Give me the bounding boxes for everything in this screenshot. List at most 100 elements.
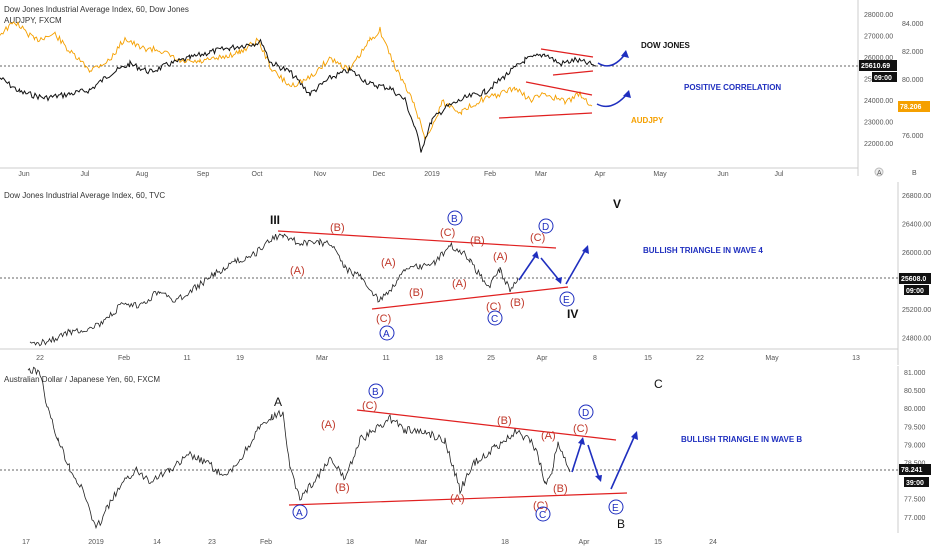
panel2-x-tick: 15 xyxy=(644,355,652,362)
wave-d-circled-label-b: D xyxy=(582,408,589,419)
wave-a-big-label: A xyxy=(274,395,282,409)
panel2-right-axis-tick: 24800.00 xyxy=(902,336,931,343)
panel3-x-tick: 2019 xyxy=(88,539,104,546)
panel3-x-tick: Apr xyxy=(579,539,591,546)
wave-iii-label: III xyxy=(270,213,280,227)
panel3-x-tick: 23 xyxy=(208,539,216,546)
wave-c-circle-b xyxy=(535,506,551,522)
panel2-x-tick: Apr xyxy=(537,355,549,362)
wave-d-arrow xyxy=(518,254,537,281)
panel1-x-tick: Oct xyxy=(252,171,263,178)
panel2-last-price: 25608.0 xyxy=(901,276,926,283)
wave-a-label-3: (A) xyxy=(452,278,467,290)
panel1-right-axis-tick: 22000.00 xyxy=(864,141,893,148)
bullish-triangle-wave4-label: BULLISH TRIANGLE IN WAVE 4 xyxy=(643,246,763,255)
wave-e-circle-b xyxy=(608,499,624,515)
panel3-title: Australian Dollar / Japanese Yen, 60, FX… xyxy=(4,375,160,384)
wave-iv-label: IV xyxy=(567,307,578,321)
axis-badge-a[interactable] xyxy=(874,167,884,177)
wave-b-big-label: B xyxy=(617,517,625,531)
panel1-secondary-axis-tick: 84.000 xyxy=(902,21,924,28)
wave-c-circled-label-b: C xyxy=(539,510,546,521)
panel3-right-axis-tick: 79.000 xyxy=(904,442,926,449)
wave-a-circle-b xyxy=(292,504,308,520)
wave-v-label: V xyxy=(613,197,621,211)
panel1-secondary-axis-tick: 80.000 xyxy=(902,77,924,84)
panel3-right-axis-tick: 77.000 xyxy=(904,515,926,522)
panel1-right-axis-tick: 23000.00 xyxy=(864,120,893,127)
panel3-time-axis: 17 2019 14 23 Feb 18 Mar 18 Apr 15 24 xyxy=(22,539,717,546)
audjpy-forecast-arrow xyxy=(596,92,629,108)
panel1-x-tick: 2019 xyxy=(424,171,440,178)
positive-correlation-label: POSITIVE CORRELATION xyxy=(684,83,781,92)
wave-a-circled-label: A xyxy=(383,329,390,340)
wave-b-label-p3-3: (B) xyxy=(553,483,568,495)
wave-b-circled-label-b: B xyxy=(372,387,379,398)
panel3-last-price-tag xyxy=(899,464,931,475)
wave-e-arrow xyxy=(540,257,560,281)
wave-c-label-3: (C) xyxy=(486,301,501,313)
panel3-x-tick: 18 xyxy=(501,539,509,546)
panel1-x-tick: Mar xyxy=(535,171,548,178)
panel3-right-axis-tick: 81.000 xyxy=(904,370,926,377)
panel1-right-axis-tick: 24000.00 xyxy=(864,98,893,105)
panel2-x-tick: 11 xyxy=(382,355,389,362)
audjpy-lower-trendline xyxy=(498,112,593,119)
panel1-x-tick: Sep xyxy=(197,171,210,178)
panel-audjpy-triangle: Australian Dollar / Japanese Yen, 60, FX… xyxy=(0,366,931,546)
panel3-x-tick: 14 xyxy=(153,539,161,546)
wave-b-label-p3-2: (B) xyxy=(497,415,512,427)
triangle-lower-line-b xyxy=(288,492,628,506)
wave-c-label-p3-2: (C) xyxy=(533,500,548,512)
panel1-x-tick: May xyxy=(653,171,667,178)
panel1-time-axis: Jun Jul Aug Sep Oct Nov Dec 2019 Feb Mar Apr May Jun… xyxy=(18,171,784,178)
wave-c-big-label: C xyxy=(654,377,663,391)
panel1-last-price: 25610.69 xyxy=(861,63,890,70)
wave-b-circle-b xyxy=(368,383,384,399)
wave-b-label-2: (B) xyxy=(409,287,424,299)
panel1-x-tick: Jun xyxy=(18,171,29,178)
panel-dow-audjpy: Dow Jones Industrial Average Index, 60, … xyxy=(0,0,930,178)
panel1-last-price-tag xyxy=(859,60,897,71)
panel1-right-axis-tick: 28000.00 xyxy=(864,12,893,19)
wave-e-circle xyxy=(559,291,575,307)
wave-b-circled-label: B xyxy=(451,214,458,225)
panel2-x-tick: 22 xyxy=(696,355,704,362)
wave-d-circle-b xyxy=(578,404,594,420)
panel2-right-axis: 26800.0026400.0026000.0025600.0025200.00… xyxy=(902,193,931,343)
dow-lower-trendline xyxy=(552,70,594,76)
bullish-triangle-waveb-label: BULLISH TRIANGLE IN WAVE B xyxy=(681,435,802,444)
panel1-secondary-axis-tick: 76.000 xyxy=(902,133,924,140)
panel3-x-tick: 24 xyxy=(709,539,717,546)
panel2-last-time: 09:00 xyxy=(906,288,924,295)
wave-b-label-3: (B) xyxy=(470,235,485,247)
wave-e-arrowhead xyxy=(555,277,562,284)
panel2-x-tick: 8 xyxy=(593,355,597,362)
axis-badge-b-label: B xyxy=(912,170,917,177)
panel1-x-tick: Feb xyxy=(484,171,496,178)
panel2-x-tick: 13 xyxy=(852,355,860,362)
panel2-right-axis-tick: 26000.00 xyxy=(902,250,931,257)
wave-e-arrow-b xyxy=(587,444,600,479)
wave-a-circle xyxy=(379,325,395,341)
triangle-lower-line xyxy=(371,286,569,310)
audjpy-forecast-arrowhead xyxy=(623,90,631,98)
wave-v-arrowhead xyxy=(582,245,589,254)
wave-e-arrowhead-b xyxy=(595,475,602,482)
panel3-right-axis: 81.00080.50080.00079.50079.00078.50078.0… xyxy=(904,370,926,522)
triangle-upper-line-b xyxy=(356,409,617,441)
wave-c-circle xyxy=(487,310,503,326)
panel1-x-tick: Aug xyxy=(136,171,149,178)
panel3-x-tick: 17 xyxy=(22,539,30,546)
wave-a-label-4: (A) xyxy=(493,251,508,263)
panel1-x-tick: Dec xyxy=(373,171,386,178)
panel2-right-axis-tick: 26400.00 xyxy=(902,222,931,229)
panel3-right-axis-tick: 80.500 xyxy=(904,388,926,395)
triangle-upper-line xyxy=(277,230,557,249)
panel1-x-tick: Jul xyxy=(81,171,90,178)
wave-e-circled-label: E xyxy=(563,295,570,306)
wave-d-arrow-b xyxy=(571,440,583,473)
wave-v-arrow xyxy=(565,248,587,285)
wave-c-label-p3-1: (C) xyxy=(362,400,377,412)
